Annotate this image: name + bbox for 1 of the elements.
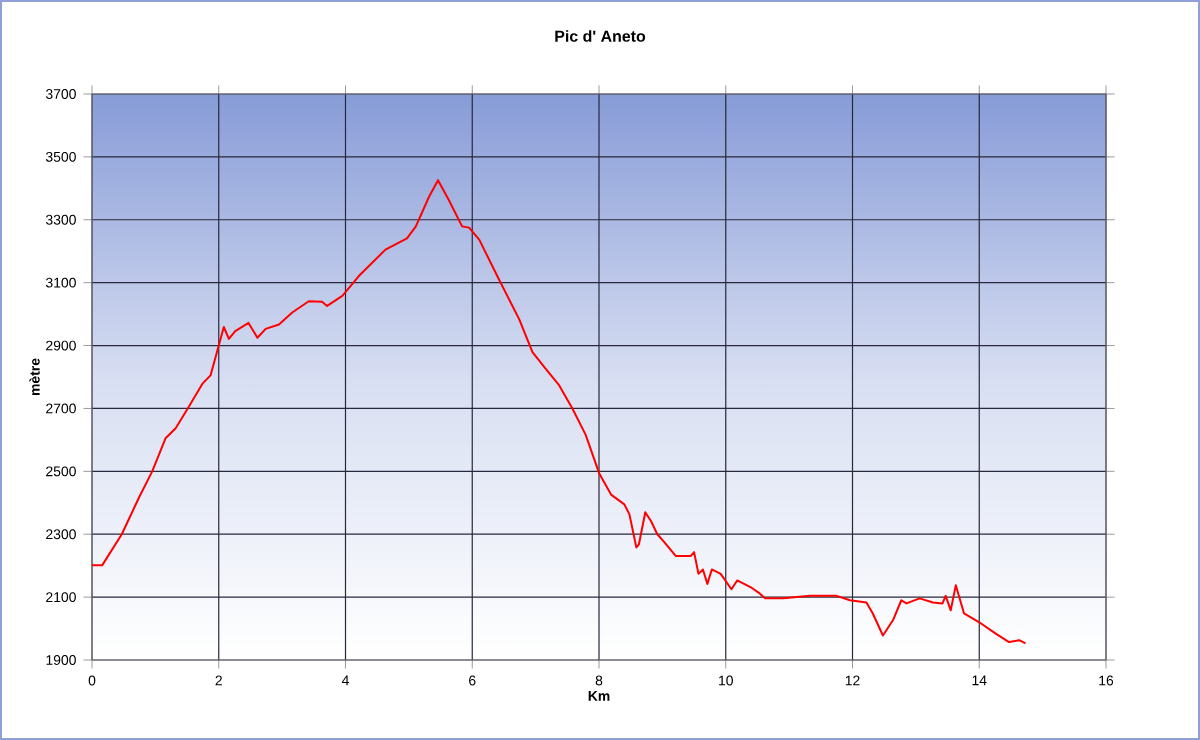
line-series bbox=[92, 179, 1027, 645]
